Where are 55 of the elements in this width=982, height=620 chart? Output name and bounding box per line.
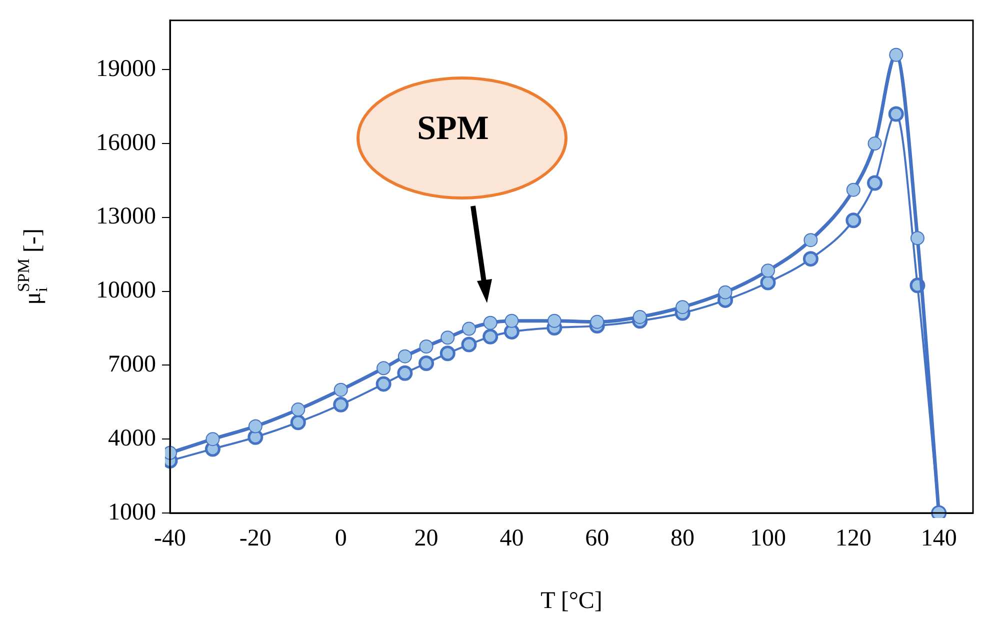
point [868, 136, 882, 151]
point [376, 376, 392, 392]
point [846, 182, 860, 197]
y-tick-label: 4000 [108, 425, 156, 452]
point [462, 322, 476, 336]
point [419, 340, 434, 354]
point [333, 396, 349, 412]
x-tick-label: -40 [154, 526, 186, 552]
point [461, 336, 477, 352]
y-tick-label: 19000 [96, 56, 156, 82]
x-tick-label: 20 [414, 526, 438, 552]
point [910, 231, 924, 246]
point [418, 356, 434, 371]
point [440, 346, 456, 362]
y-tick-label: 10000 [96, 278, 156, 304]
point [291, 402, 306, 417]
point [718, 285, 732, 300]
y-axis-title: μiSPM [-] [14, 228, 52, 305]
point [206, 432, 220, 446]
y-tick-label: 7000 [108, 352, 156, 378]
point [632, 310, 647, 324]
point [398, 349, 412, 364]
point [334, 382, 348, 397]
x-tick-label: 100 [750, 526, 786, 552]
point [760, 264, 775, 278]
x-tick-label: 40 [500, 526, 524, 552]
point [483, 316, 498, 330]
annotation: SPM [416, 110, 490, 148]
point [482, 328, 498, 344]
x-axis-title: T [°C] [540, 588, 602, 614]
point [804, 233, 818, 248]
x-tick-label: 60 [585, 526, 610, 552]
point [590, 314, 604, 329]
point [547, 314, 562, 328]
point [676, 300, 690, 314]
x-tick-label: 140 [920, 526, 957, 552]
point [846, 212, 862, 228]
point [504, 314, 519, 328]
y-tick-label: 13000 [96, 204, 156, 230]
point [867, 175, 883, 191]
x-tick-label: 120 [835, 526, 872, 552]
y-tick-label: 16000 [96, 130, 156, 156]
x-tick-label: -20 [239, 526, 272, 552]
point [290, 414, 306, 430]
point [802, 251, 818, 267]
x-tick-label: 0 [334, 526, 347, 552]
point [376, 361, 391, 376]
point [248, 419, 262, 434]
point [889, 48, 904, 62]
point [440, 330, 455, 345]
point [888, 106, 904, 122]
y-tick-label: 1000 [108, 499, 156, 526]
point [397, 365, 413, 381]
point [760, 274, 776, 290]
x-tick-label: 80 [670, 526, 695, 552]
